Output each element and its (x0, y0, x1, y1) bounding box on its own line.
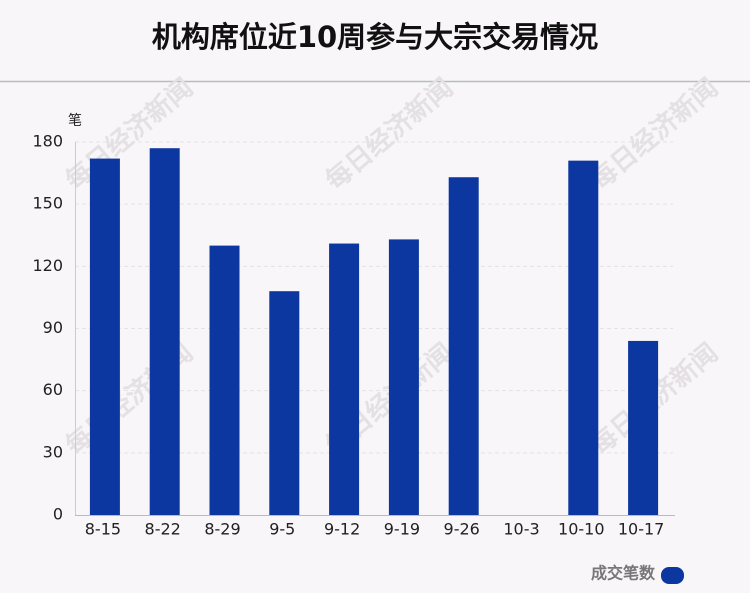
y-tick-label: 30 (43, 442, 63, 461)
y-tick-label: 120 (32, 256, 63, 275)
bar (329, 243, 360, 516)
legend-swatch (661, 567, 684, 584)
x-tick-label: 9-19 (384, 520, 420, 539)
bar (89, 158, 120, 516)
y-tick-label: 60 (43, 380, 63, 399)
bar (448, 177, 479, 515)
y-tick-label: 180 (32, 132, 63, 151)
bar (628, 340, 659, 515)
chart-title: 机构席位近10周参与大宗交易情况 (152, 20, 598, 54)
bar (149, 148, 180, 515)
x-tick-label: 9-26 (444, 520, 480, 539)
x-tick-label: 9-5 (269, 520, 295, 539)
y-tick-label: 90 (43, 318, 63, 337)
y-tick-label: 150 (32, 194, 63, 213)
x-tick-label: 8-29 (204, 520, 240, 539)
x-tick-label: 8-22 (145, 520, 181, 539)
bar (388, 239, 419, 515)
bar (568, 160, 599, 515)
x-tick-label: 10-3 (503, 520, 539, 539)
y-unit: 笔 (68, 113, 82, 129)
x-tick-label: 10-17 (618, 520, 665, 539)
y-tick-label: 0 (53, 505, 63, 524)
bar (209, 245, 240, 515)
x-tick-label: 9-12 (324, 520, 360, 539)
x-tick-label: 10-10 (558, 520, 605, 539)
x-tick-label: 8-15 (85, 520, 121, 539)
bar (269, 291, 300, 515)
legend-label: 成交笔数 (591, 564, 656, 583)
